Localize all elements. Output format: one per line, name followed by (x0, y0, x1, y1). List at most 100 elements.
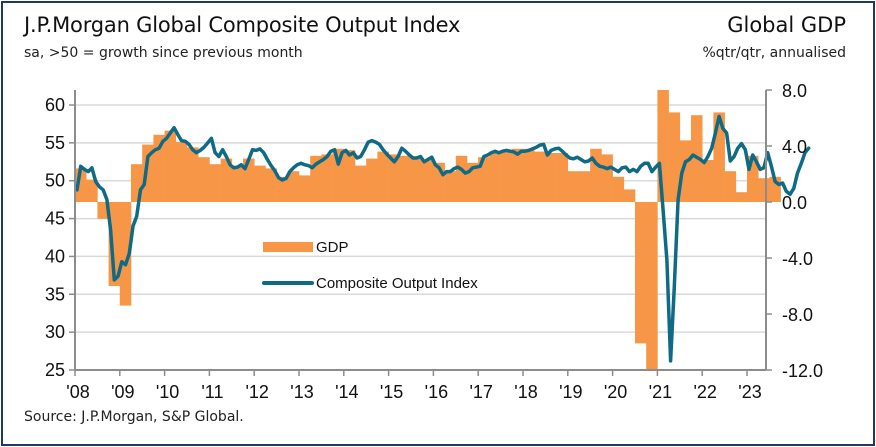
right-axis-tick-label: -4.0 (782, 249, 813, 269)
gdp-bar (545, 153, 557, 202)
x-axis-tick-label: '22 (693, 382, 716, 402)
gdp-bar (724, 171, 737, 202)
gdp-bar (119, 202, 132, 306)
right-axis-tick-label: 4.0 (782, 137, 807, 157)
gdp-bar (556, 153, 569, 202)
x-axis-tick-label: '13 (290, 382, 313, 402)
gdp-bar (142, 144, 154, 202)
gdp-bar (287, 171, 300, 202)
gdp-bar (601, 154, 613, 202)
left-axis-tick-label: 55 (45, 133, 65, 153)
gdp-bar (489, 153, 501, 202)
x-axis-tick-label: '14 (335, 382, 358, 402)
gdp-bar (433, 162, 445, 202)
gdp-bars (75, 90, 781, 370)
x-axis-tick-label: '19 (559, 382, 582, 402)
right-axis-subtitle: %qtr/qtr, annualised (702, 45, 846, 61)
gdp-bar (265, 168, 277, 202)
gdp-bar (377, 151, 389, 202)
left-axis-tick-label: 25 (45, 360, 65, 380)
right-axis-title: Global GDP (727, 13, 846, 37)
gdp-bar (444, 171, 457, 202)
gdp-bar (399, 155, 412, 202)
gdp-bar (108, 202, 121, 286)
gdp-bar (523, 148, 535, 202)
left-axis-tick-label: 60 (45, 95, 65, 115)
legend-gdp-label: GDP (316, 239, 349, 256)
axes: 60 55 50 45 40 35 30 25 8.0 4.0 0.0 -4.0 -8.0 -12.0 '0… (45, 81, 823, 402)
chart-subtitle: sa, >50 = growth since previous month (24, 45, 303, 61)
x-axis-tick-label: '23 (738, 382, 761, 402)
gdp-bar (455, 155, 468, 202)
gdp-bar (478, 157, 490, 202)
gdp-bar (310, 155, 322, 202)
gdp-bar (769, 176, 781, 202)
x-axis-tick-label: '09 (111, 382, 134, 402)
gdp-bar (422, 160, 434, 202)
gdp-bar (567, 171, 580, 202)
gdp-bar (187, 147, 199, 202)
x-axis-tick-label: '12 (245, 382, 268, 402)
right-axis-tick-label: -12.0 (782, 361, 823, 381)
gdp-bar (623, 189, 636, 202)
gdp-bar (299, 175, 311, 202)
left-axis-tick-label: 45 (45, 209, 65, 229)
gdp-bar (713, 112, 725, 202)
right-axis-tick-label: -8.0 (782, 305, 813, 325)
x-axis-tick-label: '20 (604, 382, 627, 402)
x-axis-tick-label: '08 (66, 382, 89, 402)
x-axis-tick-label: '10 (156, 382, 179, 402)
gdp-bar (153, 134, 165, 202)
gdp-bar (175, 141, 188, 202)
gdp-bar (500, 151, 513, 202)
legend: GDP Composite Output Index (262, 239, 478, 292)
gdp-bar (276, 176, 289, 202)
gdp-bar (97, 202, 109, 219)
left-axis-tick-label: 40 (45, 246, 65, 266)
gdp-bar (332, 148, 345, 202)
gdp-bar (220, 158, 233, 202)
gdp-bar (198, 157, 210, 202)
x-axis-tick-label: '11 (201, 382, 223, 402)
x-axis-tick-label: '21 (649, 382, 672, 402)
gdp-bar (534, 151, 546, 202)
gdp-bar (131, 164, 143, 202)
gdp-bar (590, 148, 602, 202)
gdp-bar (243, 158, 255, 202)
gdp-bar (411, 158, 423, 202)
left-axis-tick-label: 35 (45, 284, 65, 304)
gdp-bar (511, 148, 524, 202)
composite-line-group (75, 114, 811, 363)
gdp-bar (646, 202, 658, 370)
gdp-bar (231, 165, 244, 202)
gdp-bar (75, 168, 87, 202)
right-axis-tick-label: 8.0 (782, 81, 807, 101)
gdp-bar (164, 130, 177, 202)
gdp-bar (735, 192, 748, 202)
source-note: Source: J.P.Morgan, S&P Global. (24, 409, 244, 425)
gdp-bar (579, 171, 591, 202)
legend-composite-label: Composite Output Index (316, 275, 478, 292)
gdp-bar (86, 179, 98, 202)
gdp-bar (388, 154, 401, 202)
gdp-bar (467, 162, 479, 202)
x-axis-tick-label: '15 (380, 382, 403, 402)
gdp-bar (254, 165, 266, 202)
composite-output-line (75, 114, 811, 363)
x-axis-tick-label: '17 (469, 382, 492, 402)
gdp-bar (612, 176, 625, 202)
gdp-bar (635, 202, 647, 344)
left-axis-tick-label: 30 (45, 322, 65, 342)
gdp-bar (747, 155, 759, 202)
left-axis-tick-label: 50 (45, 171, 65, 191)
gdp-bar (366, 158, 378, 202)
gdp-bar (321, 154, 333, 202)
gdp-bar (657, 90, 669, 202)
gdp-bar (758, 178, 770, 202)
gdp-bar (343, 150, 356, 202)
gdp-bar (702, 160, 714, 202)
x-axis-tick-label: '16 (425, 382, 448, 402)
right-axis-tick-label: 0.0 (782, 193, 807, 213)
